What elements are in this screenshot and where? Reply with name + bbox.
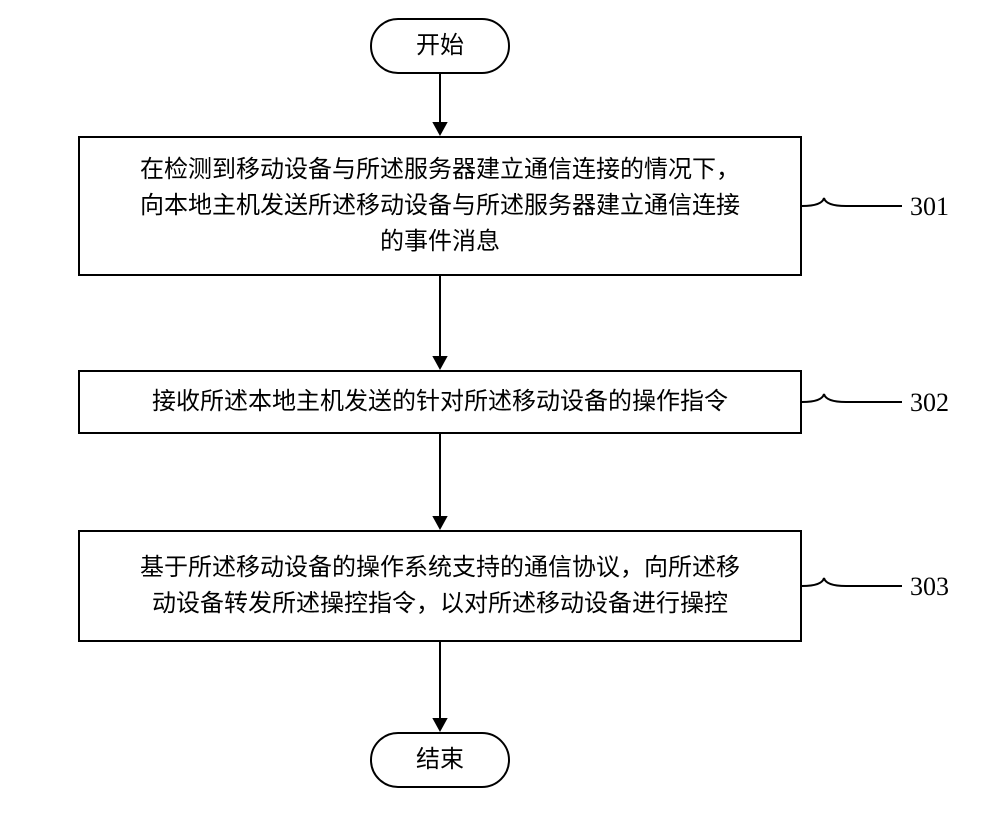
end-label: 结束 xyxy=(416,742,464,778)
callout-303: 303 xyxy=(910,572,949,602)
step1-node: 在检测到移动设备与所述服务器建立通信连接的情况下， 向本地主机发送所述移动设备与… xyxy=(78,136,802,276)
step3-node: 基于所述移动设备的操作系统支持的通信协议，向所述移 动设备转发所述操控指令，以对… xyxy=(78,530,802,642)
end-node: 结束 xyxy=(370,732,510,788)
step2-text: 接收所述本地主机发送的针对所述移动设备的操作指令 xyxy=(152,384,728,420)
callout-302: 302 xyxy=(910,388,949,418)
start-node: 开始 xyxy=(370,18,510,74)
step2-node: 接收所述本地主机发送的针对所述移动设备的操作指令 xyxy=(78,370,802,434)
step1-text: 在检测到移动设备与所述服务器建立通信连接的情况下， 向本地主机发送所述移动设备与… xyxy=(140,152,740,260)
start-label: 开始 xyxy=(416,28,464,64)
flowchart-canvas: 开始 在检测到移动设备与所述服务器建立通信连接的情况下， 向本地主机发送所述移动… xyxy=(0,0,1000,825)
callout-301: 301 xyxy=(910,192,949,222)
step3-text: 基于所述移动设备的操作系统支持的通信协议，向所述移 动设备转发所述操控指令，以对… xyxy=(140,550,740,622)
